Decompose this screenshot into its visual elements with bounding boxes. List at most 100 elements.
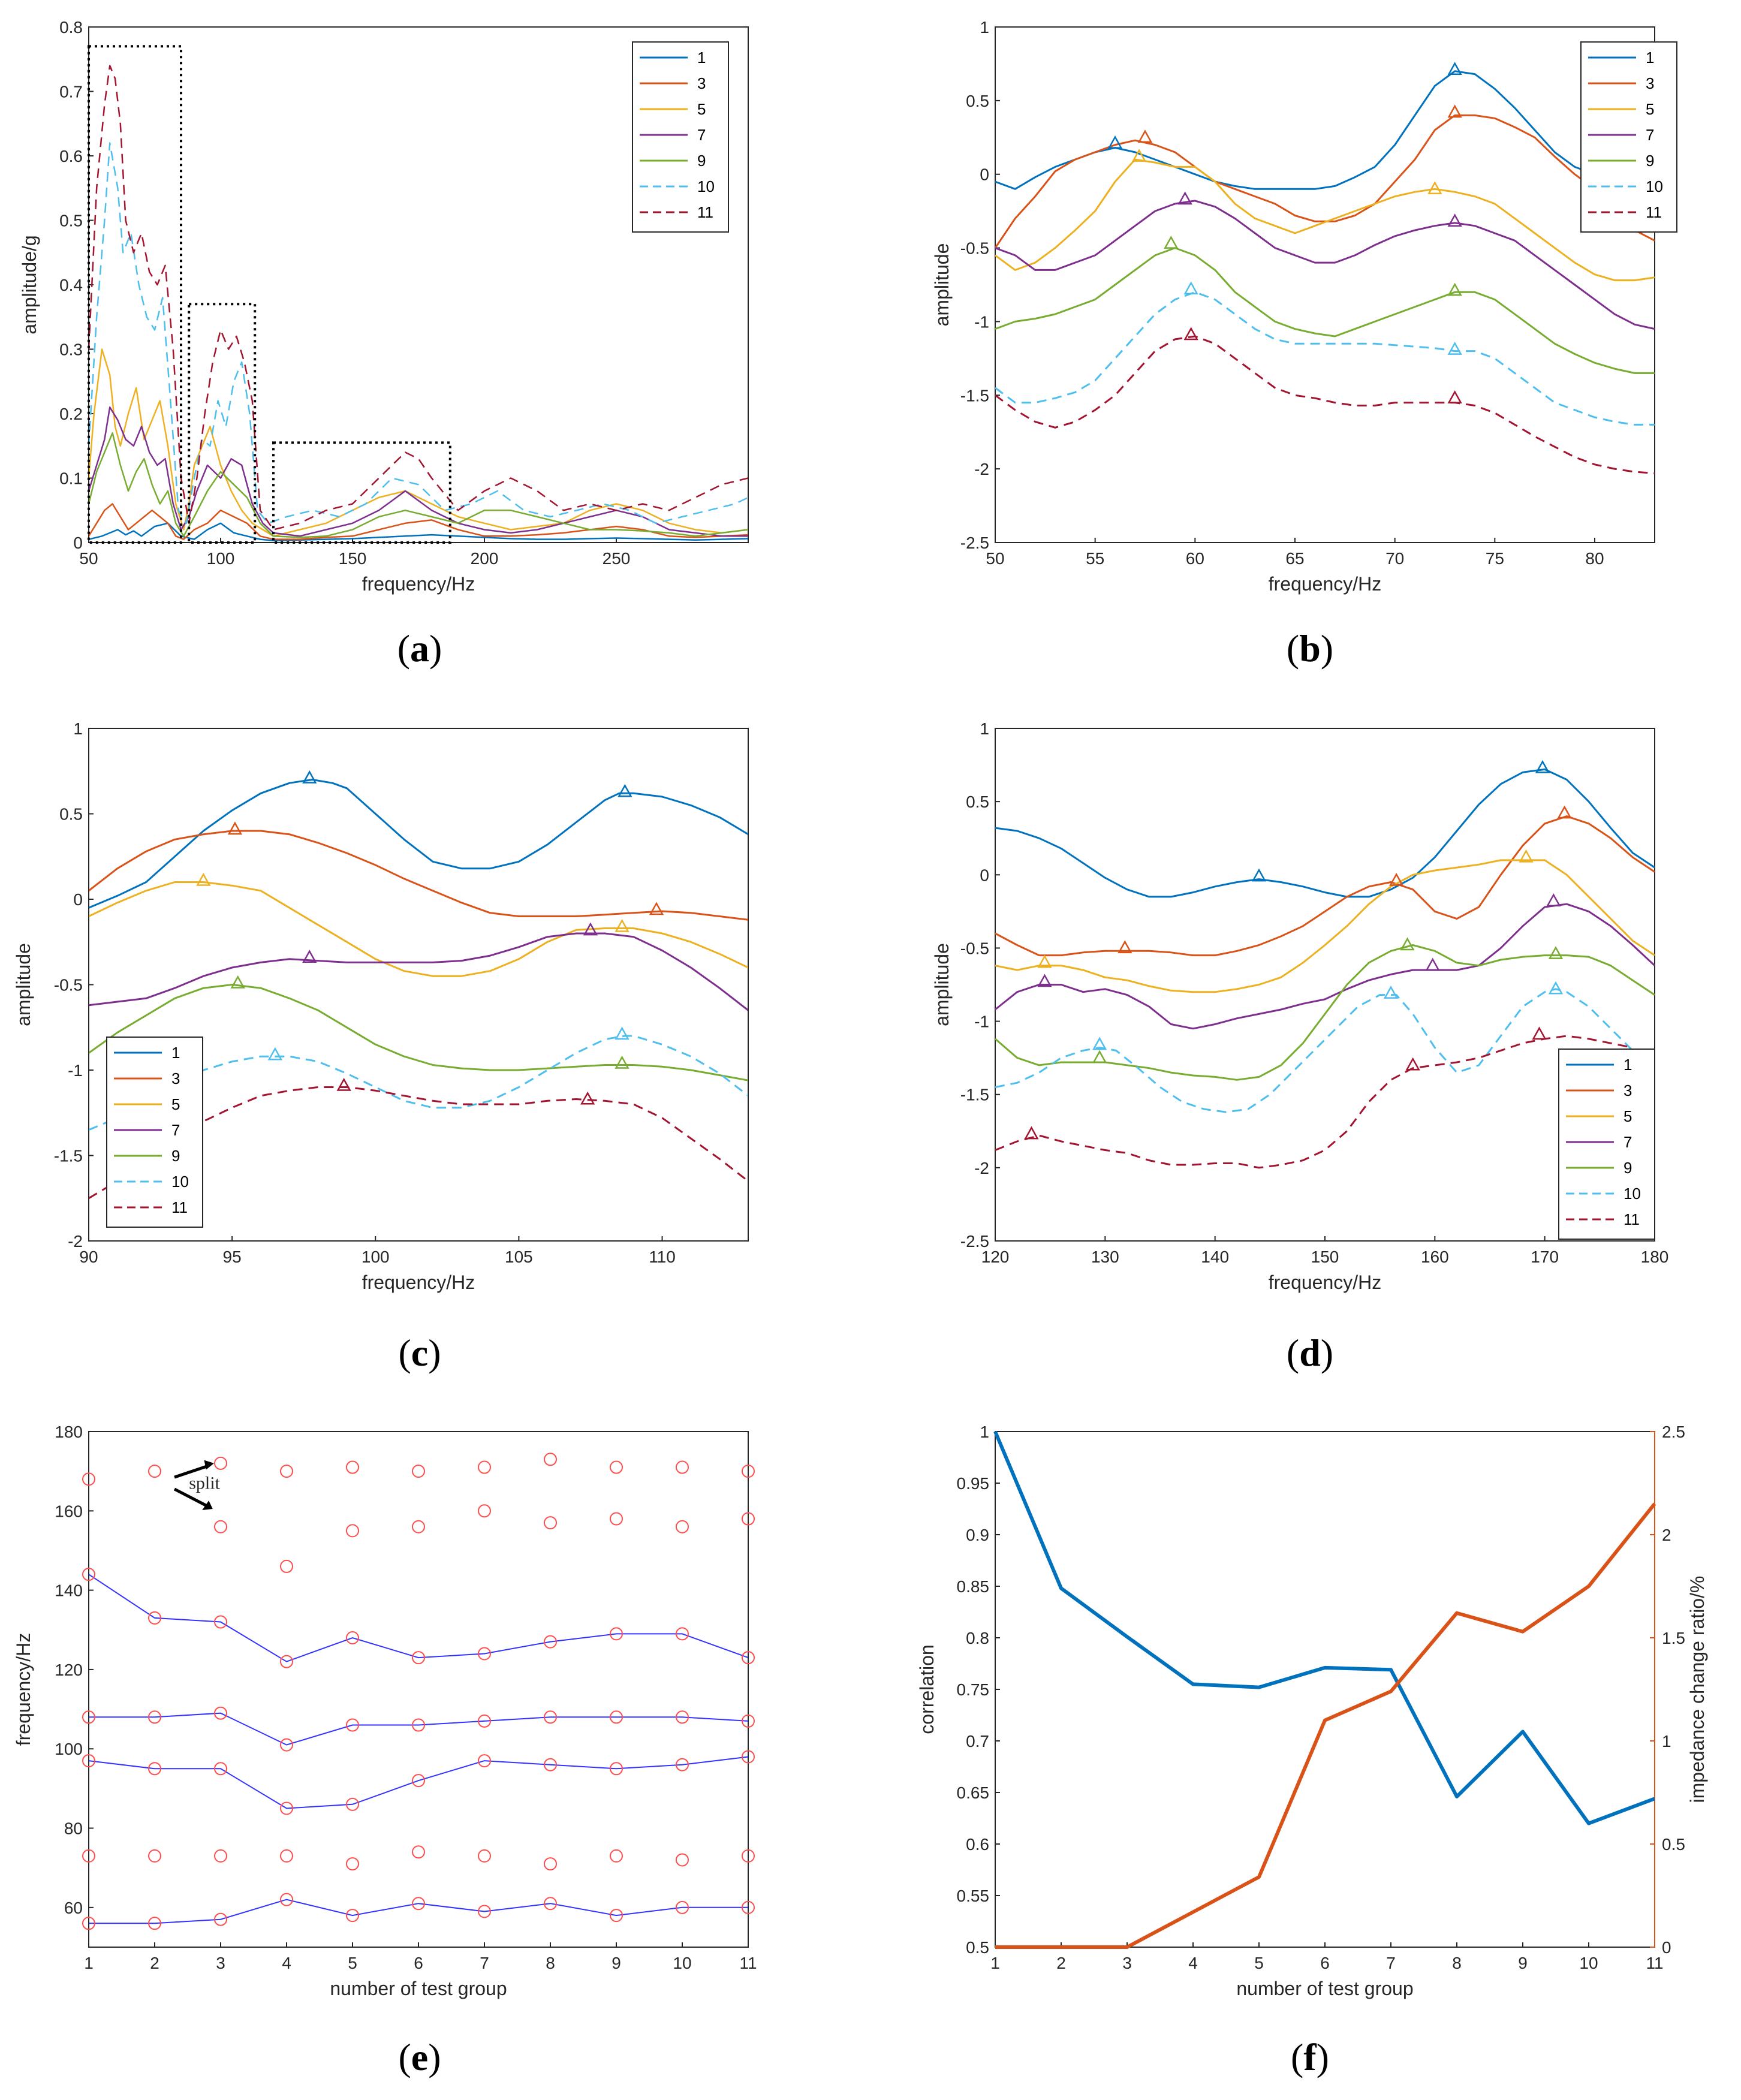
x-tick-label: 60 [1186,549,1204,568]
split-arrow-up [174,1464,209,1479]
x-tick-label: 130 [1091,1248,1119,1266]
peak-marker-10 [1447,341,1462,355]
x-tick-label: 90 [79,1248,98,1266]
peak-marker-9 [230,975,245,989]
frequency-point [610,1762,623,1776]
legend-label-9: 9 [697,152,706,170]
frequency-point [148,1611,161,1625]
frequency-point [214,1520,227,1533]
y-tick-label: -1.5 [54,1147,83,1165]
x-tick-label: 100 [362,1248,390,1266]
peak-marker-3 [1389,872,1404,886]
chart-a: 50 100 150 200 250 0 0.1 0.2 0.3 0.4 0.5 0.6 0.7 0.8 f… [19,18,749,595]
x-axis-label: frequency/Hz [362,573,475,595]
chart-e: 1 2 3 4 5 6 7 8 9 10 11 60 80 100 120 140 160 180 number o… [13,1423,757,1999]
y-tick-label: 1 [73,719,83,738]
y2-tick-label: 0 [1662,1938,1671,1957]
x-tick-label: 150 [1311,1248,1339,1266]
frequency-point [346,1797,359,1811]
frequency-point [544,1897,557,1911]
frequency-point [412,1520,425,1533]
y-tick-label: -1.5 [960,386,989,405]
y-tick-label: 0.3 [59,341,83,359]
legend-label-7: 7 [697,126,706,144]
peak-marker-10 [615,1026,629,1040]
peak-marker-1 [618,784,632,797]
caption-a: (a) [397,627,442,670]
frequency-point [346,1857,359,1871]
series-line-11 [995,1035,1633,1169]
legend-label-11: 11 [1623,1210,1640,1228]
frequency-point [478,1714,491,1728]
y-tick-label: 0.8 [966,1629,989,1647]
peak-marker-7 [302,950,317,963]
y-axis-label: frequency/Hz [13,1633,34,1746]
frequency-point [478,1849,491,1863]
mode-track-line [89,1712,749,1746]
series-line-10 [89,142,748,525]
x-tick-label: 1 [84,1954,94,1972]
y-tick-label: 0.55 [957,1887,990,1905]
y-tick-label: 0.85 [957,1577,990,1596]
y-tick-label: -2 [974,460,989,478]
y-tick-label: 160 [55,1502,83,1520]
peak-marker-1 [1251,868,1267,882]
y-tick-label: 0.9 [966,1526,989,1544]
x-tick-label: 9 [612,1954,621,1972]
frequency-point [412,1845,425,1859]
legend-label-10: 10 [171,1173,189,1191]
highlight-box [188,303,257,544]
y-tick-label: 0.2 [59,405,83,423]
y-tick-label: -2.5 [960,1232,989,1251]
frequency-point [280,1738,293,1752]
peak-marker-1 [302,770,317,784]
frequency-point [610,1909,623,1923]
peak-marker-7 [1546,893,1561,906]
peak-marker-7 [1447,213,1462,227]
peak-marker-11 [1532,1026,1547,1040]
y-tick-label: 80 [64,1819,83,1838]
peak-marker-3 [649,902,664,915]
x-tick-label: 200 [471,549,499,568]
series-line-3 [89,830,748,921]
y-tick-label: -1.5 [960,1086,989,1104]
x-tick-label: 170 [1531,1248,1559,1266]
frequency-point [82,1710,95,1724]
y-tick-label: -0.5 [960,239,989,258]
peak-marker-11 [1183,327,1198,341]
y-tick-label: 0 [73,534,83,552]
caption-c: (c) [398,1331,441,1374]
x-tick-label: 65 [1285,549,1304,568]
peak-marker-9 [1164,236,1179,249]
x-tick-label: 180 [1641,1248,1669,1266]
x-tick-label: 7 [480,1954,489,1972]
frequency-point [412,1897,425,1911]
y-axis-label: amplitude/g [19,235,40,334]
plot-area [88,1431,749,1948]
legend-label-10: 10 [697,177,715,195]
y-tick-label: 0 [73,890,83,909]
frequency-point [214,1912,227,1926]
frequency-point [214,1615,227,1629]
x-axis-label: frequency/Hz [1269,1272,1382,1293]
series-line-5 [89,348,748,537]
legend-label-10: 10 [1646,177,1663,195]
frequency-point [742,1750,755,1764]
peak-marker-9 [1400,937,1415,951]
y-tick-label: -2 [68,1232,83,1251]
split-arrowhead-down [202,1501,213,1510]
y2-tick-label: 2.5 [1662,1423,1685,1441]
y-tick-label: 0.8 [59,18,83,37]
series-line-3 [995,815,1655,957]
x-tick-label: 10 [673,1954,691,1972]
x-tick-label: 4 [1188,1954,1198,1972]
frequency-point [742,1512,755,1526]
peak-marker-5 [196,872,211,886]
y-tick-label: 0.5 [966,92,989,110]
x-tick-label: 150 [339,549,367,568]
y-tick-label: 0.65 [957,1783,990,1802]
legend-label-10: 10 [1623,1185,1641,1203]
y-tick-label: 100 [55,1740,83,1758]
frequency-point [610,1512,623,1526]
peak-marker-3 [1447,104,1462,118]
